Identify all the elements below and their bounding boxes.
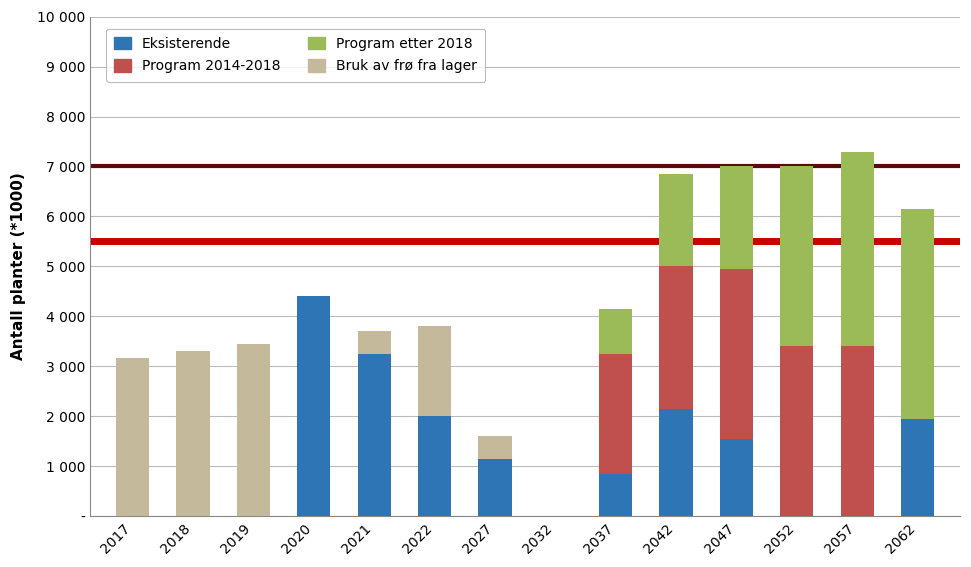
Bar: [599, 474, 632, 516]
Bar: [479, 436, 512, 459]
Bar: [237, 344, 270, 516]
Bar: [418, 327, 452, 416]
Bar: [357, 354, 390, 516]
Bar: [116, 358, 150, 516]
Bar: [659, 174, 692, 266]
Bar: [841, 151, 874, 346]
Legend: Eksisterende, Program 2014-2018, Program etter 2018, Bruk av frø fra lager: Eksisterende, Program 2014-2018, Program…: [106, 28, 486, 82]
Bar: [720, 439, 753, 516]
Bar: [720, 167, 753, 269]
Bar: [599, 354, 632, 474]
Bar: [720, 269, 753, 439]
Bar: [177, 352, 210, 516]
Y-axis label: Antall planter (*1000): Antall planter (*1000): [11, 172, 26, 360]
Bar: [297, 297, 330, 516]
Bar: [357, 331, 390, 354]
Bar: [781, 346, 814, 516]
Bar: [841, 346, 874, 516]
Bar: [659, 409, 692, 516]
Bar: [418, 416, 452, 516]
Bar: [901, 419, 934, 516]
Bar: [479, 459, 512, 516]
Bar: [901, 209, 934, 419]
Bar: [659, 266, 692, 409]
Bar: [599, 309, 632, 354]
Bar: [781, 167, 814, 346]
